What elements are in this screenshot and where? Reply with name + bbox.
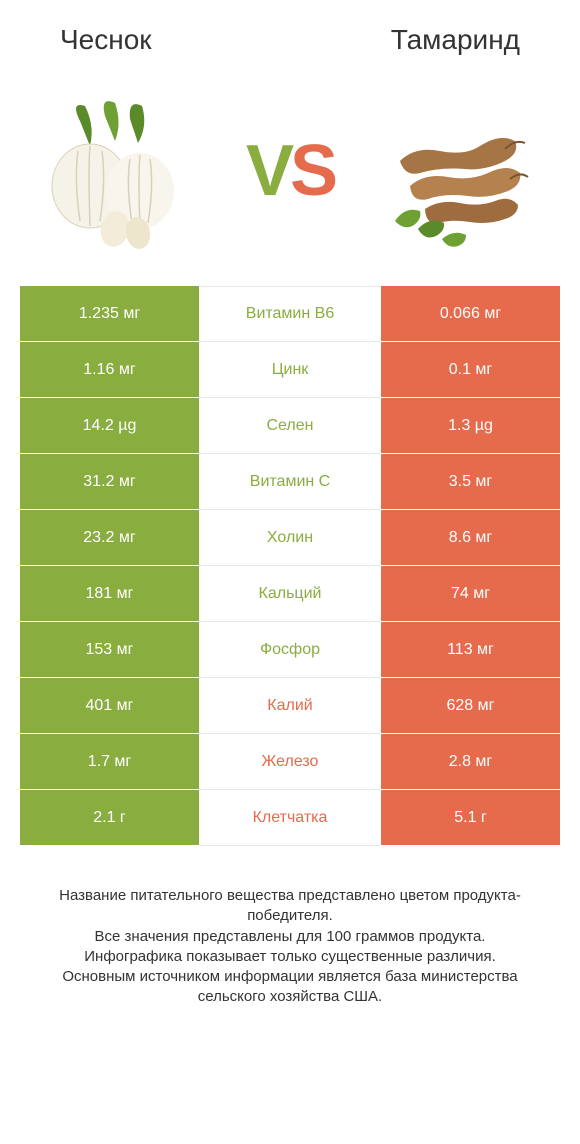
right-product-title: Тамаринд (391, 24, 520, 56)
comparison-table: 1.235 мгВитамин B60.066 мг1.16 мгЦинк0.1… (20, 286, 560, 846)
right-value-cell: 8.6 мг (380, 510, 560, 566)
nutrient-label-cell: Витамин C (200, 454, 380, 510)
left-value-cell: 401 мг (20, 678, 200, 734)
right-value-cell: 1.3 µg (380, 398, 560, 454)
vs-badge: VS (246, 130, 334, 212)
right-value-cell: 0.1 мг (380, 342, 560, 398)
nutrient-label-cell: Витамин B6 (200, 286, 380, 342)
tamarind-icon (370, 91, 550, 251)
left-value-cell: 1.7 мг (20, 734, 200, 790)
nutrient-label-cell: Фосфор (200, 622, 380, 678)
garlic-icon (30, 91, 210, 251)
left-value-cell: 181 мг (20, 566, 200, 622)
left-product-title: Чеснок (60, 24, 152, 56)
table-row: 1.16 мгЦинк0.1 мг (20, 342, 560, 398)
images-row: VS (0, 66, 580, 286)
left-value-cell: 23.2 мг (20, 510, 200, 566)
left-value-cell: 14.2 µg (20, 398, 200, 454)
left-value-cell: 2.1 г (20, 790, 200, 846)
table-row: 1.235 мгВитамин B60.066 мг (20, 286, 560, 342)
nutrient-label-cell: Кальций (200, 566, 380, 622)
right-value-cell: 628 мг (380, 678, 560, 734)
table-row: 181 мгКальций74 мг (20, 566, 560, 622)
left-value-cell: 1.235 мг (20, 286, 200, 342)
vs-v-letter: V (246, 130, 290, 212)
right-value-cell: 0.066 мг (380, 286, 560, 342)
right-value-cell: 3.5 мг (380, 454, 560, 510)
table-row: 23.2 мгХолин8.6 мг (20, 510, 560, 566)
footer-line-4: Основным источником информации является … (30, 967, 550, 1008)
right-value-cell: 5.1 г (380, 790, 560, 846)
right-value-cell: 74 мг (380, 566, 560, 622)
right-value-cell: 113 мг (380, 622, 560, 678)
table-row: 31.2 мгВитамин C3.5 мг (20, 454, 560, 510)
footer-line-2: Все значения представлены для 100 граммо… (30, 927, 550, 947)
vs-s-letter: S (290, 130, 334, 212)
nutrient-label-cell: Калий (200, 678, 380, 734)
nutrient-label-cell: Цинк (200, 342, 380, 398)
table-row: 14.2 µgСелен1.3 µg (20, 398, 560, 454)
nutrient-label-cell: Холин (200, 510, 380, 566)
footer-line-1: Название питательного вещества представл… (30, 886, 550, 927)
footer-line-3: Инфографика показывает только существенн… (30, 947, 550, 967)
left-value-cell: 31.2 мг (20, 454, 200, 510)
nutrient-label-cell: Железо (200, 734, 380, 790)
nutrient-label-cell: Клетчатка (200, 790, 380, 846)
right-value-cell: 2.8 мг (380, 734, 560, 790)
table-row: 401 мгКалий628 мг (20, 678, 560, 734)
table-row: 1.7 мгЖелезо2.8 мг (20, 734, 560, 790)
header: Чеснок Тамаринд (0, 0, 580, 66)
footer-notes: Название питательного вещества представл… (0, 846, 580, 1008)
left-value-cell: 153 мг (20, 622, 200, 678)
nutrient-label-cell: Селен (200, 398, 380, 454)
left-value-cell: 1.16 мг (20, 342, 200, 398)
table-row: 2.1 гКлетчатка5.1 г (20, 790, 560, 846)
table-row: 153 мгФосфор113 мг (20, 622, 560, 678)
